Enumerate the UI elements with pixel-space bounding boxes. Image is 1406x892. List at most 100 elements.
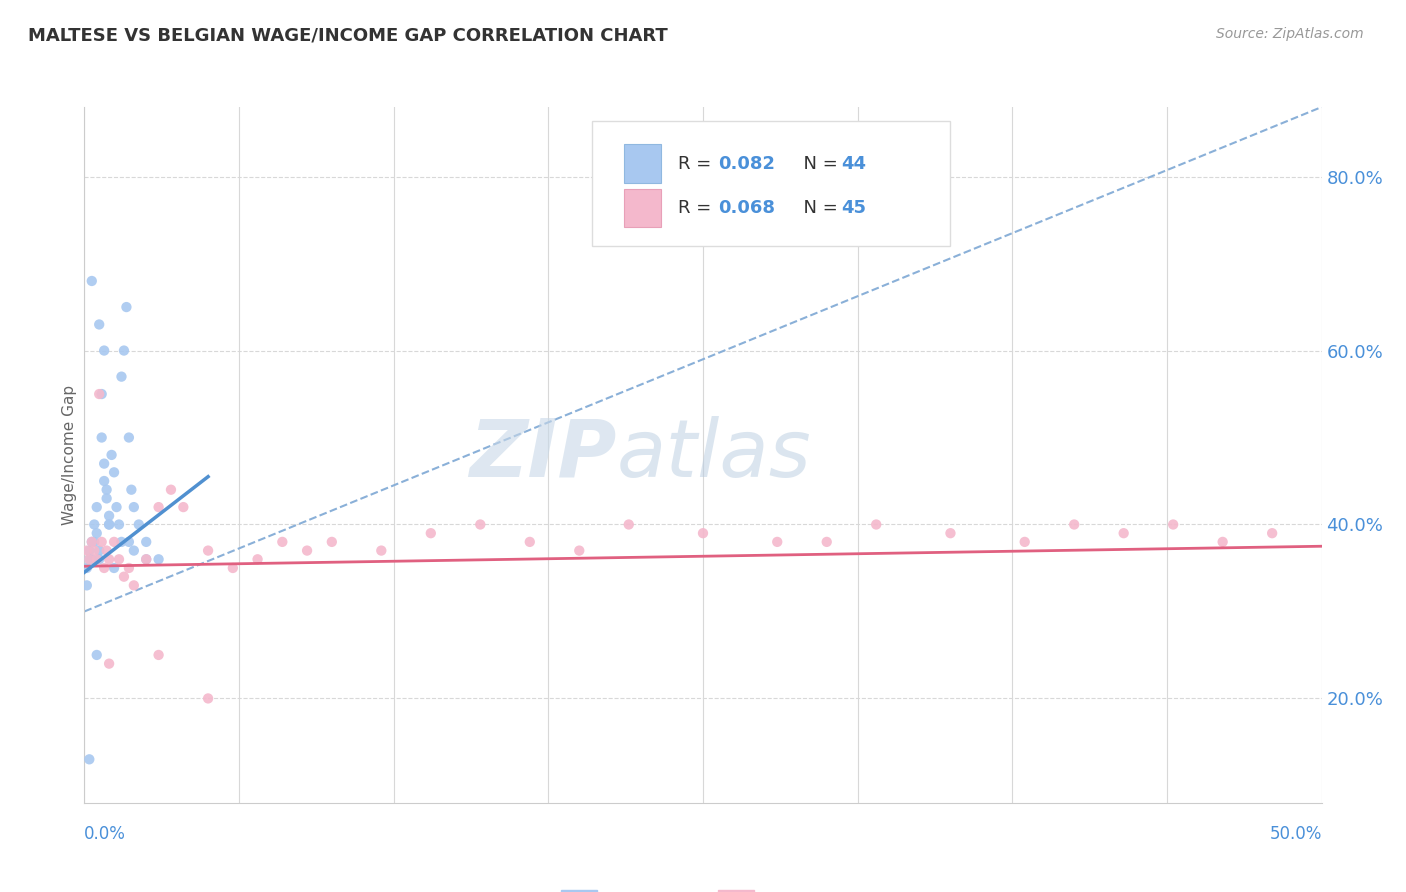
- Point: [90, 430, 112, 444]
- Point: [617, 517, 640, 532]
- Point: [1212, 534, 1234, 549]
- Point: [93, 343, 115, 358]
- Point: [86, 526, 108, 541]
- Y-axis label: Wage/Income Gap: Wage/Income Gap: [62, 384, 77, 525]
- Point: [79, 752, 101, 766]
- Point: [79, 543, 101, 558]
- Point: [98, 508, 121, 523]
- Point: [135, 552, 157, 566]
- Point: [122, 543, 145, 558]
- Text: 0.082: 0.082: [718, 154, 775, 172]
- Point: [1063, 517, 1085, 532]
- Point: [108, 552, 131, 566]
- Point: [80, 274, 103, 288]
- Text: N =: N =: [792, 199, 844, 217]
- Point: [295, 543, 318, 558]
- Point: [86, 552, 108, 566]
- Point: [246, 552, 269, 566]
- Point: [96, 491, 118, 506]
- Point: [766, 534, 789, 549]
- Point: [197, 543, 219, 558]
- Text: MALTESE VS BELGIAN WAGE/INCOME GAP CORRELATION CHART: MALTESE VS BELGIAN WAGE/INCOME GAP CORRE…: [28, 27, 668, 45]
- Point: [222, 561, 245, 575]
- Text: 0.0%: 0.0%: [84, 825, 127, 843]
- Point: [96, 543, 118, 558]
- Point: [470, 517, 492, 532]
- Point: [160, 483, 183, 497]
- Text: N =: N =: [792, 154, 844, 172]
- Point: [321, 534, 343, 549]
- Point: [90, 387, 112, 401]
- Point: [148, 552, 170, 566]
- Text: 50.0%: 50.0%: [1270, 825, 1322, 843]
- Text: atlas: atlas: [616, 416, 811, 494]
- Point: [80, 534, 103, 549]
- Point: [83, 517, 105, 532]
- Legend: Maltese, Belgians: Maltese, Belgians: [561, 890, 845, 892]
- Point: [79, 552, 101, 566]
- Point: [105, 500, 128, 514]
- Point: [89, 318, 111, 332]
- Point: [148, 500, 170, 514]
- Point: [98, 657, 121, 671]
- Point: [865, 517, 887, 532]
- Point: [115, 300, 138, 314]
- Point: [89, 543, 111, 558]
- Point: [271, 534, 294, 549]
- Point: [118, 534, 141, 549]
- Point: [80, 534, 103, 549]
- Point: [108, 517, 131, 532]
- Point: [76, 578, 98, 592]
- Point: [122, 578, 145, 592]
- Point: [120, 483, 142, 497]
- Point: [1112, 526, 1135, 541]
- Point: [1261, 526, 1284, 541]
- Point: [98, 517, 121, 532]
- Point: [90, 534, 112, 549]
- Point: [79, 552, 101, 566]
- Point: [148, 648, 170, 662]
- Point: [103, 561, 125, 575]
- Point: [419, 526, 441, 541]
- Point: [815, 534, 838, 549]
- Point: [135, 552, 157, 566]
- Text: R =: R =: [678, 199, 717, 217]
- Point: [1014, 534, 1036, 549]
- Point: [98, 552, 121, 566]
- Point: [118, 430, 141, 444]
- Point: [89, 552, 111, 566]
- Point: [118, 561, 141, 575]
- Point: [370, 543, 392, 558]
- Point: [93, 561, 115, 575]
- Point: [1161, 517, 1184, 532]
- Point: [112, 343, 135, 358]
- Point: [89, 387, 111, 401]
- Text: 44: 44: [842, 154, 866, 172]
- Point: [83, 534, 105, 549]
- Point: [93, 457, 115, 471]
- Point: [83, 543, 105, 558]
- Point: [110, 534, 132, 549]
- Point: [568, 543, 591, 558]
- Point: [100, 448, 122, 462]
- Point: [86, 648, 108, 662]
- Point: [519, 534, 541, 549]
- Point: [103, 466, 125, 480]
- Point: [110, 369, 132, 384]
- Point: [939, 526, 962, 541]
- Point: [197, 691, 219, 706]
- Point: [76, 543, 98, 558]
- Bar: [624, 189, 661, 227]
- Point: [93, 474, 115, 488]
- Bar: [624, 145, 661, 183]
- Text: Source: ZipAtlas.com: Source: ZipAtlas.com: [1216, 27, 1364, 41]
- Point: [96, 483, 118, 497]
- Point: [112, 570, 135, 584]
- Text: 45: 45: [842, 199, 866, 217]
- Point: [80, 552, 103, 566]
- Point: [172, 500, 194, 514]
- Point: [135, 534, 157, 549]
- Point: [76, 561, 98, 575]
- Point: [128, 517, 150, 532]
- FancyBboxPatch shape: [592, 121, 950, 246]
